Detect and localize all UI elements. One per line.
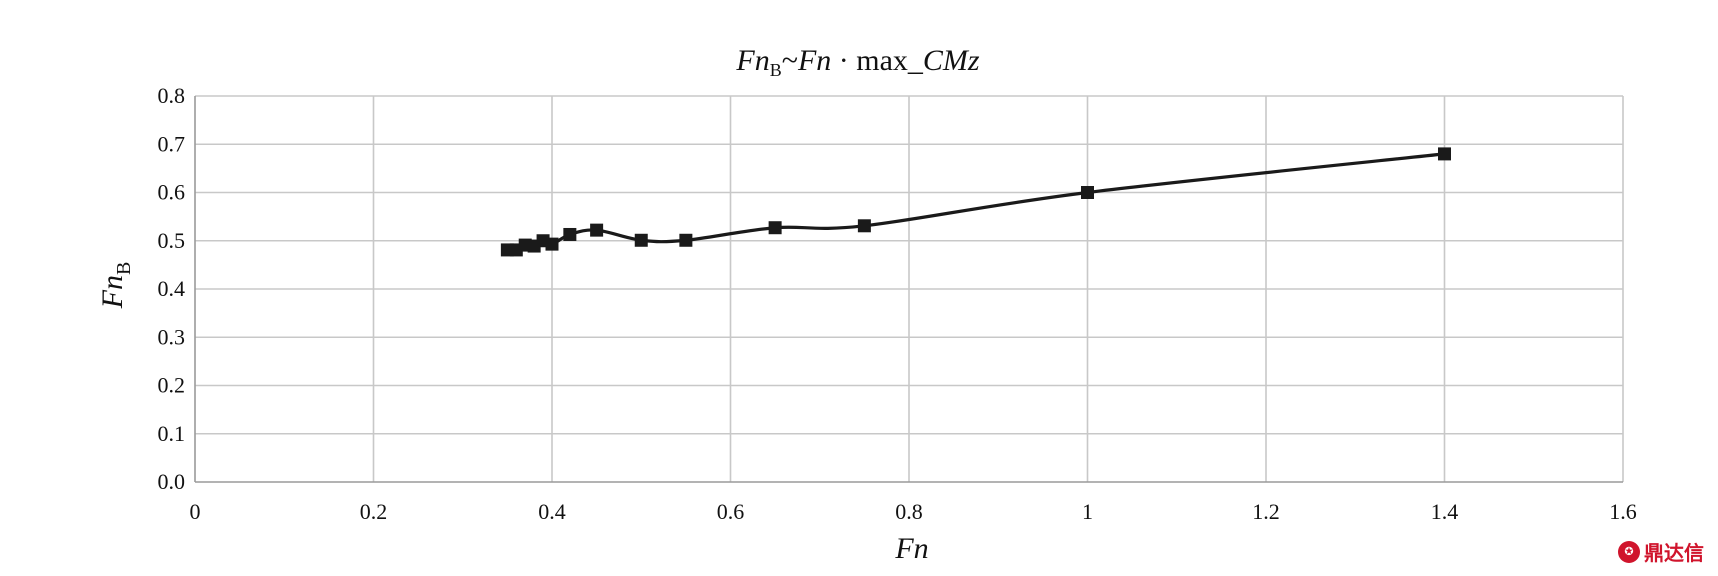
title-rest: · max_ (831, 44, 924, 77)
data-point-marker (1081, 186, 1094, 199)
x-tick-label: 1.2 (1252, 499, 1280, 524)
y-tick-label: 0.2 (158, 373, 186, 398)
x-tick-label: 0.6 (717, 499, 745, 524)
x-tick-labels: 0 0.2 0.4 0.6 0.8 1 1.2 1.4 1.6 (190, 499, 1637, 524)
x-tick-label: 0.8 (895, 499, 923, 524)
y-tick-label: 0.4 (158, 276, 186, 301)
data-point-marker (857, 219, 871, 233)
y-tick-label: 0.5 (158, 228, 186, 253)
data-point-marker (545, 237, 559, 251)
series (500, 147, 1451, 257)
title-cmz: CMz (923, 44, 980, 77)
data-point-marker (768, 221, 782, 235)
title-fn: Fn (735, 44, 769, 77)
series-line (505, 152, 1447, 252)
data-point-marker (563, 227, 577, 241)
data-point-marker (634, 233, 648, 247)
y-axis-title-sub: B (113, 262, 135, 275)
x-tick-label: 1 (1082, 499, 1093, 524)
x-axis-title: Fn (894, 532, 928, 565)
y-tick-label: 0.3 (158, 324, 186, 349)
chart-title: FnB~Fn · max_CMz (735, 44, 980, 80)
watermark-text: 鼎达信 (1644, 541, 1704, 565)
watermark: ✪ 鼎达信 (1618, 537, 1704, 566)
x-tick-label: 0 (190, 499, 201, 524)
y-axis-title: FnB (96, 262, 135, 310)
x-tick-label: 0.4 (538, 499, 566, 524)
x-tick-label: 0.2 (360, 499, 388, 524)
grid (195, 95, 1624, 482)
x-tick-label: 1.4 (1431, 499, 1459, 524)
y-tick-label: 0.8 (158, 83, 186, 108)
axes (194, 96, 1623, 483)
y-tick-label: 0.6 (158, 180, 186, 205)
title-tilde: ~ (782, 44, 798, 77)
y-tick-labels: 0.0 0.1 0.2 0.3 0.4 0.5 0.6 0.7 0.8 (158, 83, 186, 494)
y-tick-label: 0.1 (158, 421, 186, 446)
data-point-marker (1438, 147, 1451, 161)
data-point-marker (679, 233, 693, 247)
y-tick-label: 0.0 (158, 469, 186, 494)
data-point-marker (590, 223, 604, 237)
y-axis-title-main: Fn (96, 275, 129, 309)
title-sub: B (770, 60, 782, 80)
y-tick-label: 0.7 (158, 131, 186, 156)
title-fn2: Fn (797, 44, 831, 77)
x-tick-label: 1.6 (1609, 499, 1637, 524)
brand-logo-icon: ✪ (1618, 540, 1640, 563)
